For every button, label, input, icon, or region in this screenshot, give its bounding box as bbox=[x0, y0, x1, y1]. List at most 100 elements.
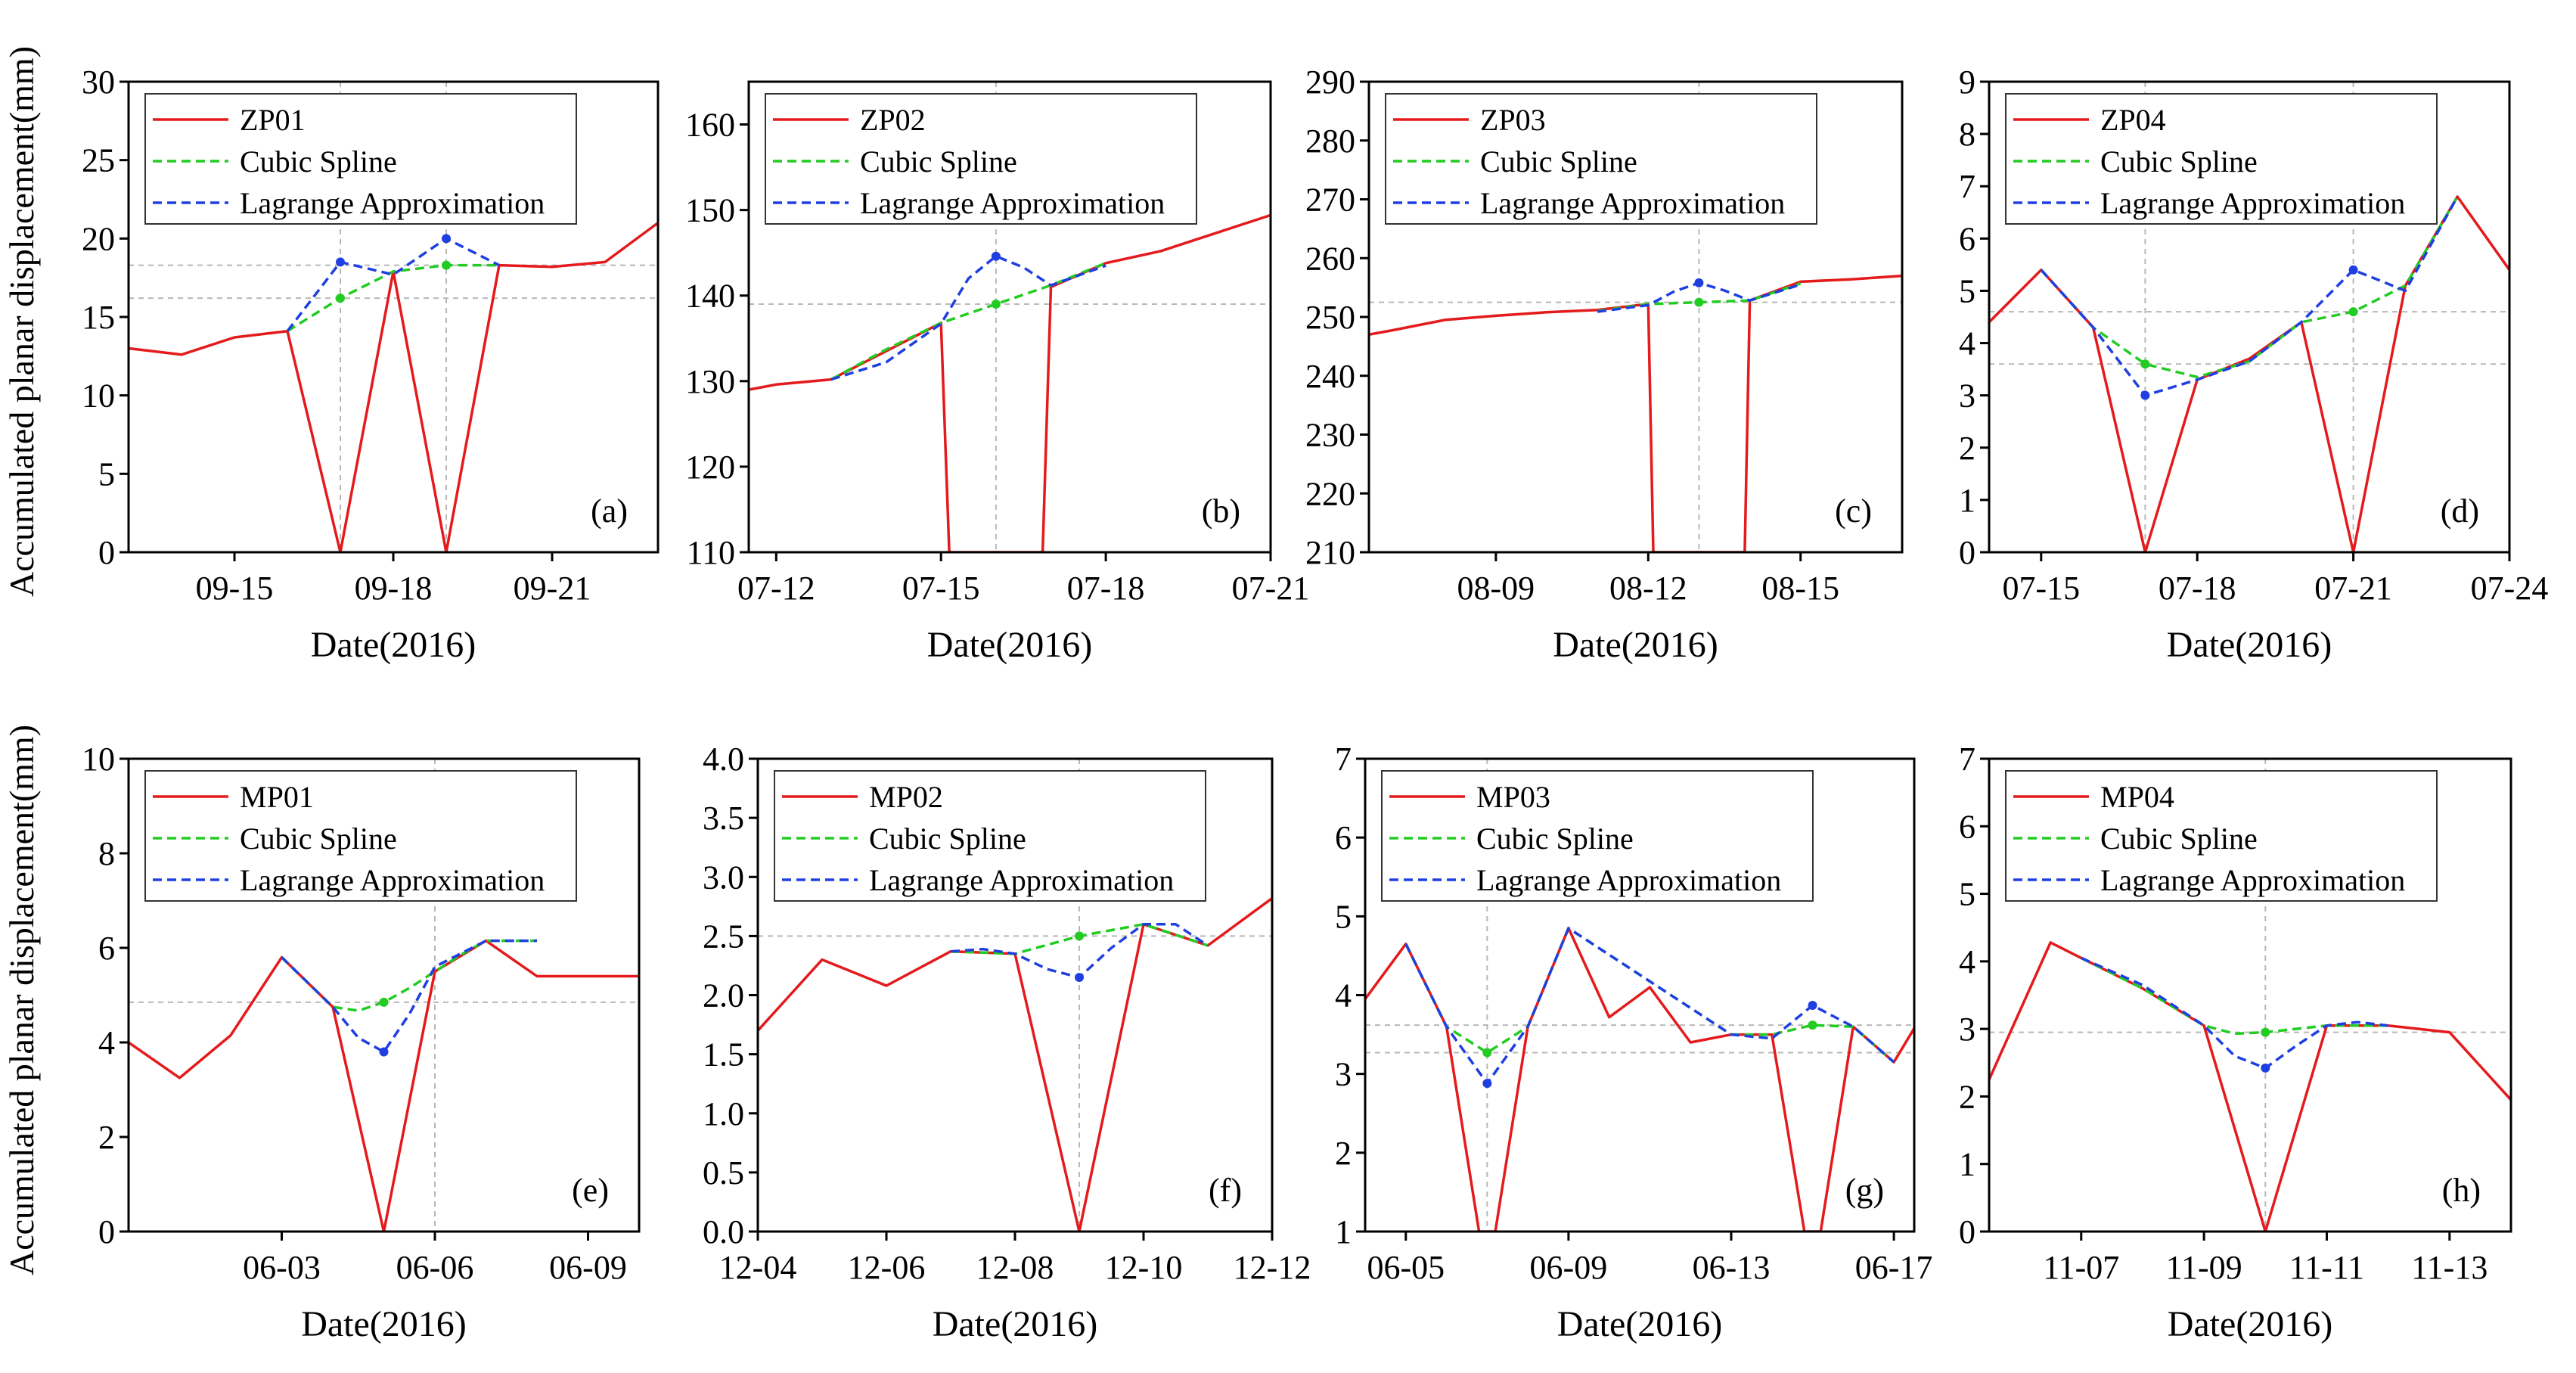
y-tick-label: 3.0 bbox=[703, 859, 744, 896]
legend: ZP04 Cubic Spline Lagrange Approximation bbox=[2005, 93, 2438, 225]
x-axis-label: Date(2016) bbox=[311, 625, 476, 665]
y-tick-label: 260 bbox=[1305, 240, 1355, 277]
x-tick-label: 09-15 bbox=[196, 570, 274, 607]
cubic-spline-series-line bbox=[830, 262, 1106, 381]
x-axis-label: Date(2016) bbox=[2168, 1304, 2333, 1344]
x-tick-label: 06-13 bbox=[1693, 1249, 1771, 1286]
legend-entry: ZP01 bbox=[240, 103, 306, 137]
cubic-spline-series-line-marker bbox=[379, 997, 389, 1007]
legend-entry: ZP03 bbox=[1480, 103, 1546, 137]
y-tick-label: 3.5 bbox=[703, 800, 744, 837]
legend-entry: Cubic Spline bbox=[1476, 822, 1634, 856]
lagrange-series-line-marker bbox=[336, 257, 345, 267]
y-tick-label: 5 bbox=[1959, 272, 1975, 309]
x-axis-label: Date(2016) bbox=[2167, 625, 2332, 665]
x-tick-label: 11-13 bbox=[2411, 1249, 2488, 1286]
x-tick-label: 11-07 bbox=[2043, 1249, 2119, 1286]
legend: ZP03 Cubic Spline Lagrange Approximation bbox=[1385, 93, 1817, 225]
plot-area bbox=[749, 213, 1271, 552]
legend-entry: Lagrange Approximation bbox=[1476, 863, 1781, 897]
y-tick-label: 210 bbox=[1305, 534, 1355, 571]
y-tick-label: 2 bbox=[1959, 430, 1975, 467]
cubic-spline-series-line-marker bbox=[442, 260, 451, 270]
plot-area bbox=[129, 222, 658, 552]
y-tick-label: 10 bbox=[82, 377, 115, 415]
plot-area bbox=[1989, 941, 2511, 1232]
y-tick-label: 4 bbox=[98, 1024, 115, 1061]
legend: MP03 Cubic Spline Lagrange Approximation bbox=[1381, 770, 1814, 902]
lagrange-series-line bbox=[830, 254, 1106, 381]
legend-entry: Cubic Spline bbox=[1480, 144, 1637, 179]
x-tick-label: 07-21 bbox=[2314, 570, 2392, 607]
axes-frame bbox=[127, 757, 641, 1233]
panel-label: (g) bbox=[1845, 1172, 1884, 1209]
y-tick-label: 20 bbox=[82, 220, 115, 257]
y-tick-label: 220 bbox=[1305, 475, 1355, 512]
x-tick-label: 12-12 bbox=[1234, 1249, 1311, 1286]
y-tick-label: 3 bbox=[1959, 377, 1975, 415]
y-tick-label: 0 bbox=[98, 534, 115, 571]
y-tick-label: 4 bbox=[1959, 943, 1975, 980]
measured-series-line bbox=[1369, 274, 1902, 552]
x-axis-label: Date(2016) bbox=[1553, 625, 1718, 665]
x-tick-label: 06-17 bbox=[1855, 1249, 1933, 1286]
panel-label: (c) bbox=[1835, 492, 1872, 530]
x-tick-label: 08-09 bbox=[1457, 570, 1535, 607]
cubic-spline-series-line bbox=[1404, 927, 1895, 1064]
legend: ZP01 Cubic Spline Lagrange Approximation bbox=[144, 93, 577, 225]
y-tick-label: 5 bbox=[1335, 898, 1352, 935]
legend: ZP02 Cubic Spline Lagrange Approximation bbox=[765, 93, 1197, 225]
cubic-spline-series-line-marker bbox=[1075, 931, 1084, 941]
legend-entry: Lagrange Approximation bbox=[2100, 186, 2405, 220]
y-tick-label: 4 bbox=[1335, 977, 1352, 1014]
cubic-spline-series-line-marker bbox=[2261, 1027, 2270, 1037]
legend-entry: ZP04 bbox=[2100, 103, 2166, 137]
legend-entry: MP04 bbox=[2100, 780, 2174, 814]
x-tick-label: 06-06 bbox=[396, 1249, 474, 1286]
y-tick-label: 290 bbox=[1305, 64, 1355, 101]
x-tick-label: 12-06 bbox=[848, 1249, 926, 1286]
y-tick-label: 0 bbox=[1959, 534, 1975, 571]
legend: MP04 Cubic Spline Lagrange Approximation bbox=[2005, 770, 2438, 902]
lagrange-series-line bbox=[286, 237, 500, 332]
x-axis-label: Date(2016) bbox=[1557, 1304, 1723, 1344]
y-tick-label: 280 bbox=[1305, 123, 1355, 160]
axes-frame bbox=[1988, 80, 2511, 554]
cubic-spline-series-line-marker bbox=[1808, 1020, 1817, 1030]
cubic-spline-series-line-marker bbox=[991, 300, 1001, 309]
legend-entry: Cubic Spline bbox=[869, 822, 1026, 856]
y-tick-label: 1 bbox=[1335, 1213, 1352, 1250]
y-tick-label: 0 bbox=[1959, 1213, 1975, 1250]
panel-label: (e) bbox=[572, 1172, 609, 1209]
x-tick-label: 06-03 bbox=[243, 1249, 321, 1286]
lagrange-series-line-marker bbox=[1482, 1079, 1492, 1089]
y-tick-label: 7 bbox=[1959, 168, 1975, 205]
legend-entry: Lagrange Approximation bbox=[1480, 186, 1785, 220]
y-tick-label: 8 bbox=[98, 835, 115, 872]
legend-entry: Cubic Spline bbox=[860, 144, 1017, 179]
legend-entry: Lagrange Approximation bbox=[869, 863, 1174, 897]
y-tick-label: 1 bbox=[1959, 482, 1975, 519]
legend-entry: MP02 bbox=[869, 780, 943, 814]
row-ylabel-bottom-text: Accumulated planar displacement(mm) bbox=[2, 725, 41, 1275]
y-tick-label: 0.5 bbox=[703, 1154, 744, 1191]
chart-panel-7: 0 1 2 3 4 5 6 7 11-07 11-09 11-11 11-13 Date(2016) (h… bbox=[1959, 741, 2512, 1344]
lagrange-series-line-marker bbox=[1808, 1001, 1817, 1011]
plot-area bbox=[129, 939, 639, 1232]
lagrange-series-line bbox=[2081, 956, 2388, 1070]
y-tick-label: 250 bbox=[1305, 299, 1355, 336]
lagrange-series-line-marker bbox=[2261, 1063, 2270, 1073]
x-tick-label: 12-08 bbox=[976, 1249, 1054, 1286]
cubic-spline-series-line bbox=[2081, 956, 2388, 1036]
y-tick-label: 6 bbox=[1959, 808, 1975, 845]
y-tick-label: 2 bbox=[1959, 1078, 1975, 1115]
lagrange-series-line-marker bbox=[2140, 390, 2150, 400]
legend: MP02 Cubic Spline Lagrange Approximation bbox=[774, 770, 1206, 902]
axes-frame bbox=[1988, 757, 2512, 1233]
chart-panel-6: 1 2 3 4 5 6 7 06-05 06-09 06-13 06-17 Date(2016) (g)… bbox=[1335, 741, 1932, 1344]
legend-entry: Cubic Spline bbox=[2100, 144, 2258, 179]
y-tick-label: 9 bbox=[1959, 64, 1975, 101]
y-tick-label: 8 bbox=[1959, 116, 1975, 153]
legend-entry: Cubic Spline bbox=[240, 144, 397, 179]
